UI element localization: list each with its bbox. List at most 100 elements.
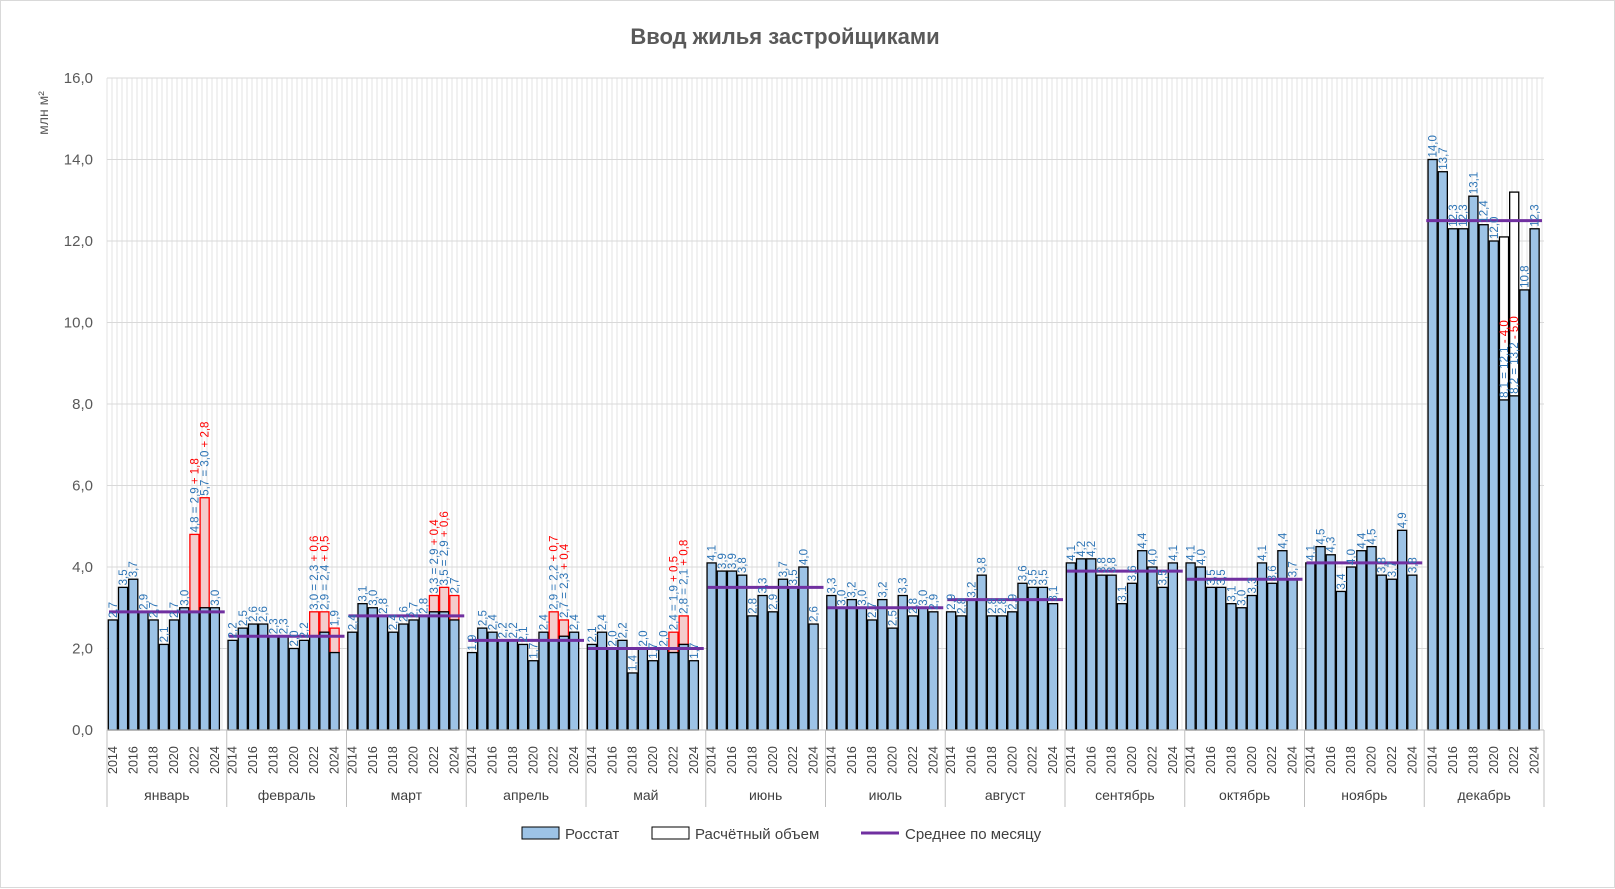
rosstat-bar — [726, 570, 738, 731]
data-label: 2,6 — [398, 606, 410, 622]
data-label: 3,5 — [1216, 569, 1228, 585]
data-label: 2,8 — [747, 598, 759, 614]
year-tick-label: 2018 — [626, 746, 640, 774]
extra-bar — [319, 611, 330, 633]
legend: Росстат Расчётный объем Среднее по месяцу — [521, 826, 1042, 843]
month-label: сентябрь — [1095, 787, 1155, 803]
month-label: ноябрь — [1341, 787, 1387, 803]
data-label: 3,5 — [1158, 569, 1170, 585]
data-label: 12,0 — [1489, 217, 1501, 239]
data-label: 3,0 — [179, 590, 191, 606]
data-label: 3,8 — [737, 557, 749, 573]
rosstat-bar — [199, 607, 210, 731]
month-label: февраль — [258, 787, 316, 803]
data-label: 3,2 — [967, 582, 979, 598]
rosstat-bar — [158, 643, 170, 731]
rosstat-bar — [897, 594, 908, 731]
month-label: январь — [144, 787, 189, 803]
month-label: июль — [869, 787, 902, 803]
data-label: 4,1 — [1066, 545, 1078, 561]
year-tick-label: 2014 — [345, 746, 359, 774]
year-tick-label: 2020 — [407, 746, 421, 774]
data-label: 3,0 — [1237, 590, 1249, 606]
year-tick-label: 2022 — [547, 746, 561, 774]
rosstat-bar — [1447, 228, 1459, 731]
year-tick-label: 2014 — [1303, 746, 1317, 774]
rosstat-bar — [1468, 195, 1479, 731]
year-tick-label: 2020 — [287, 746, 301, 774]
year-tick-label: 2016 — [126, 746, 140, 774]
year-tick-label: 2018 — [1105, 746, 1119, 774]
data-label: 4,4 — [1277, 532, 1289, 549]
data-label: 3,8 — [1107, 557, 1119, 573]
rosstat-bar — [1106, 574, 1117, 731]
year-tick-label: 2018 — [745, 746, 759, 774]
year-tick-label: 2014 — [226, 746, 240, 774]
rosstat-bar — [617, 639, 628, 731]
rosstat-bar — [1509, 395, 1520, 731]
rosstat-bar — [1458, 228, 1469, 731]
data-label: 3,8 — [977, 557, 989, 573]
rosstat-bar — [688, 660, 700, 731]
rosstat-bar — [1065, 562, 1077, 731]
data-label: 3,0 — [837, 590, 849, 606]
data-label: 2,7 — [409, 602, 421, 618]
year-tick-label: 2020 — [1365, 746, 1379, 774]
year-tick-label: 2024 — [926, 746, 940, 774]
rosstat-bar — [647, 660, 659, 731]
data-label: 12,3 — [1448, 204, 1460, 226]
year-tick-label: 2020 — [766, 746, 780, 774]
annotation-part: 2,7 = 2,3 — [559, 573, 571, 618]
rosstat-bar — [596, 631, 608, 731]
year-tick-label: 2016 — [246, 746, 260, 774]
annotation-part: 2,8 = 2,1 — [679, 569, 691, 614]
data-label: 2,6 — [809, 606, 821, 622]
data-label: 3,5 — [1038, 569, 1050, 585]
data-label: 3,0 — [368, 590, 380, 606]
data-label: 3,7 — [778, 561, 790, 577]
data-label: 4,2 — [1086, 541, 1098, 557]
annotation-label: 8,1 = 12,1 - 4,0 — [1499, 320, 1511, 398]
data-label: 13,1 — [1468, 172, 1480, 194]
data-label: 2,9 — [928, 594, 940, 610]
annotation-label: 2,9 = 2,4 + 0,5 — [319, 536, 331, 610]
rosstat-bar — [538, 631, 549, 731]
rosstat-bar — [1246, 594, 1258, 731]
data-label: 2,2 — [508, 622, 520, 638]
legend-label-rosstat: Росстат — [565, 826, 619, 843]
data-label: 3,9 — [727, 553, 739, 569]
rosstat-bar — [637, 647, 649, 731]
rosstat-bar — [1386, 578, 1398, 731]
year-tick-label: 2014 — [585, 746, 599, 774]
data-label: 4,1 — [707, 545, 719, 561]
year-tick-label: 2022 — [427, 746, 441, 774]
rosstat-bar — [808, 623, 819, 731]
year-tick-label: 2018 — [266, 746, 280, 774]
rosstat-bar — [398, 623, 409, 731]
rosstat-bar — [449, 619, 460, 731]
data-label: 3,3 — [826, 578, 838, 594]
rosstat-bar — [668, 651, 679, 731]
rosstat-bar — [1498, 399, 1510, 731]
year-tick-label: 2014 — [1426, 746, 1440, 774]
year-tick-label: 2014 — [106, 746, 120, 774]
rosstat-bar — [757, 594, 768, 731]
rosstat-bar — [367, 607, 378, 731]
year-tick-label: 2014 — [1184, 746, 1198, 774]
data-label: 3,8 — [1407, 557, 1419, 573]
year-tick-label: 2014 — [1064, 746, 1078, 774]
data-label: 2,4 — [569, 614, 581, 631]
data-label: 2,1 — [159, 626, 171, 642]
data-label: 13,7 — [1438, 147, 1450, 169]
rosstat-bar — [877, 598, 888, 731]
rosstat-bar — [1096, 574, 1107, 731]
data-label: 4,3 — [1326, 537, 1338, 553]
data-label: 2,1 — [587, 626, 599, 642]
annotation-label: 2,4 = 1,9 + 0,5 — [668, 556, 680, 630]
rosstat-bar — [777, 578, 789, 731]
data-label: 3,1 — [358, 586, 370, 602]
data-label: 2,9 — [768, 594, 780, 610]
data-label: 2,6 — [248, 606, 260, 622]
